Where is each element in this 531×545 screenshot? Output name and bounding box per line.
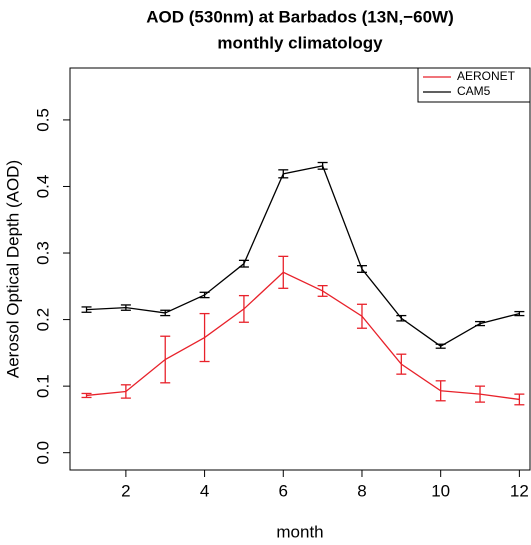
- series-line: [86, 271, 520, 401]
- x-tick-label: 6: [279, 481, 288, 500]
- error-bar: [317, 161, 328, 170]
- error-bar: [435, 380, 446, 402]
- error-bar: [514, 310, 525, 317]
- error-bar: [120, 384, 131, 399]
- error-bar: [120, 304, 131, 311]
- y-tick-label: 0.3: [33, 241, 52, 265]
- error-bar: [238, 294, 249, 323]
- error-bar: [317, 284, 328, 297]
- error-bar: [199, 291, 210, 299]
- legend-label: AERONET: [457, 69, 516, 83]
- error-bar: [278, 169, 289, 179]
- x-tick-label: 4: [200, 481, 209, 500]
- plot-frame: [69, 67, 531, 471]
- error-bar: [278, 255, 289, 289]
- error-bar: [514, 393, 525, 406]
- x-axis-label: month: [276, 522, 323, 541]
- x-tick-label: 10: [431, 481, 450, 500]
- error-bar: [199, 312, 210, 363]
- y-tick-label: 0.4: [33, 175, 52, 199]
- legend-box: [417, 67, 531, 103]
- error-bar: [81, 306, 92, 313]
- error-bar: [396, 314, 407, 322]
- error-bar: [356, 303, 367, 329]
- error-bar: [160, 335, 171, 384]
- chart-title: AOD (530nm) at Barbados (13N,−60W): [146, 7, 454, 26]
- y-axis-label: Aerosol Optical Depth (AOD): [3, 160, 22, 378]
- error-bar: [435, 343, 446, 349]
- error-bar: [238, 259, 249, 268]
- x-tick-label: 2: [121, 481, 130, 500]
- y-tick-label: 0.0: [33, 441, 52, 465]
- legend-label: CAM5: [457, 84, 491, 98]
- x-tick-label: 8: [357, 481, 366, 500]
- y-tick-label: 0.5: [33, 108, 52, 132]
- error-bar: [356, 265, 367, 273]
- y-tick-label: 0.1: [33, 374, 52, 398]
- error-bar: [396, 353, 407, 375]
- error-bar: [160, 309, 171, 317]
- error-bar: [81, 392, 92, 399]
- y-tick-label: 0.2: [33, 308, 52, 332]
- error-bar: [475, 385, 486, 403]
- chart-subtitle: monthly climatology: [217, 33, 383, 52]
- error-bar: [475, 320, 486, 327]
- series-line: [86, 165, 520, 347]
- x-tick-label: 12: [510, 481, 529, 500]
